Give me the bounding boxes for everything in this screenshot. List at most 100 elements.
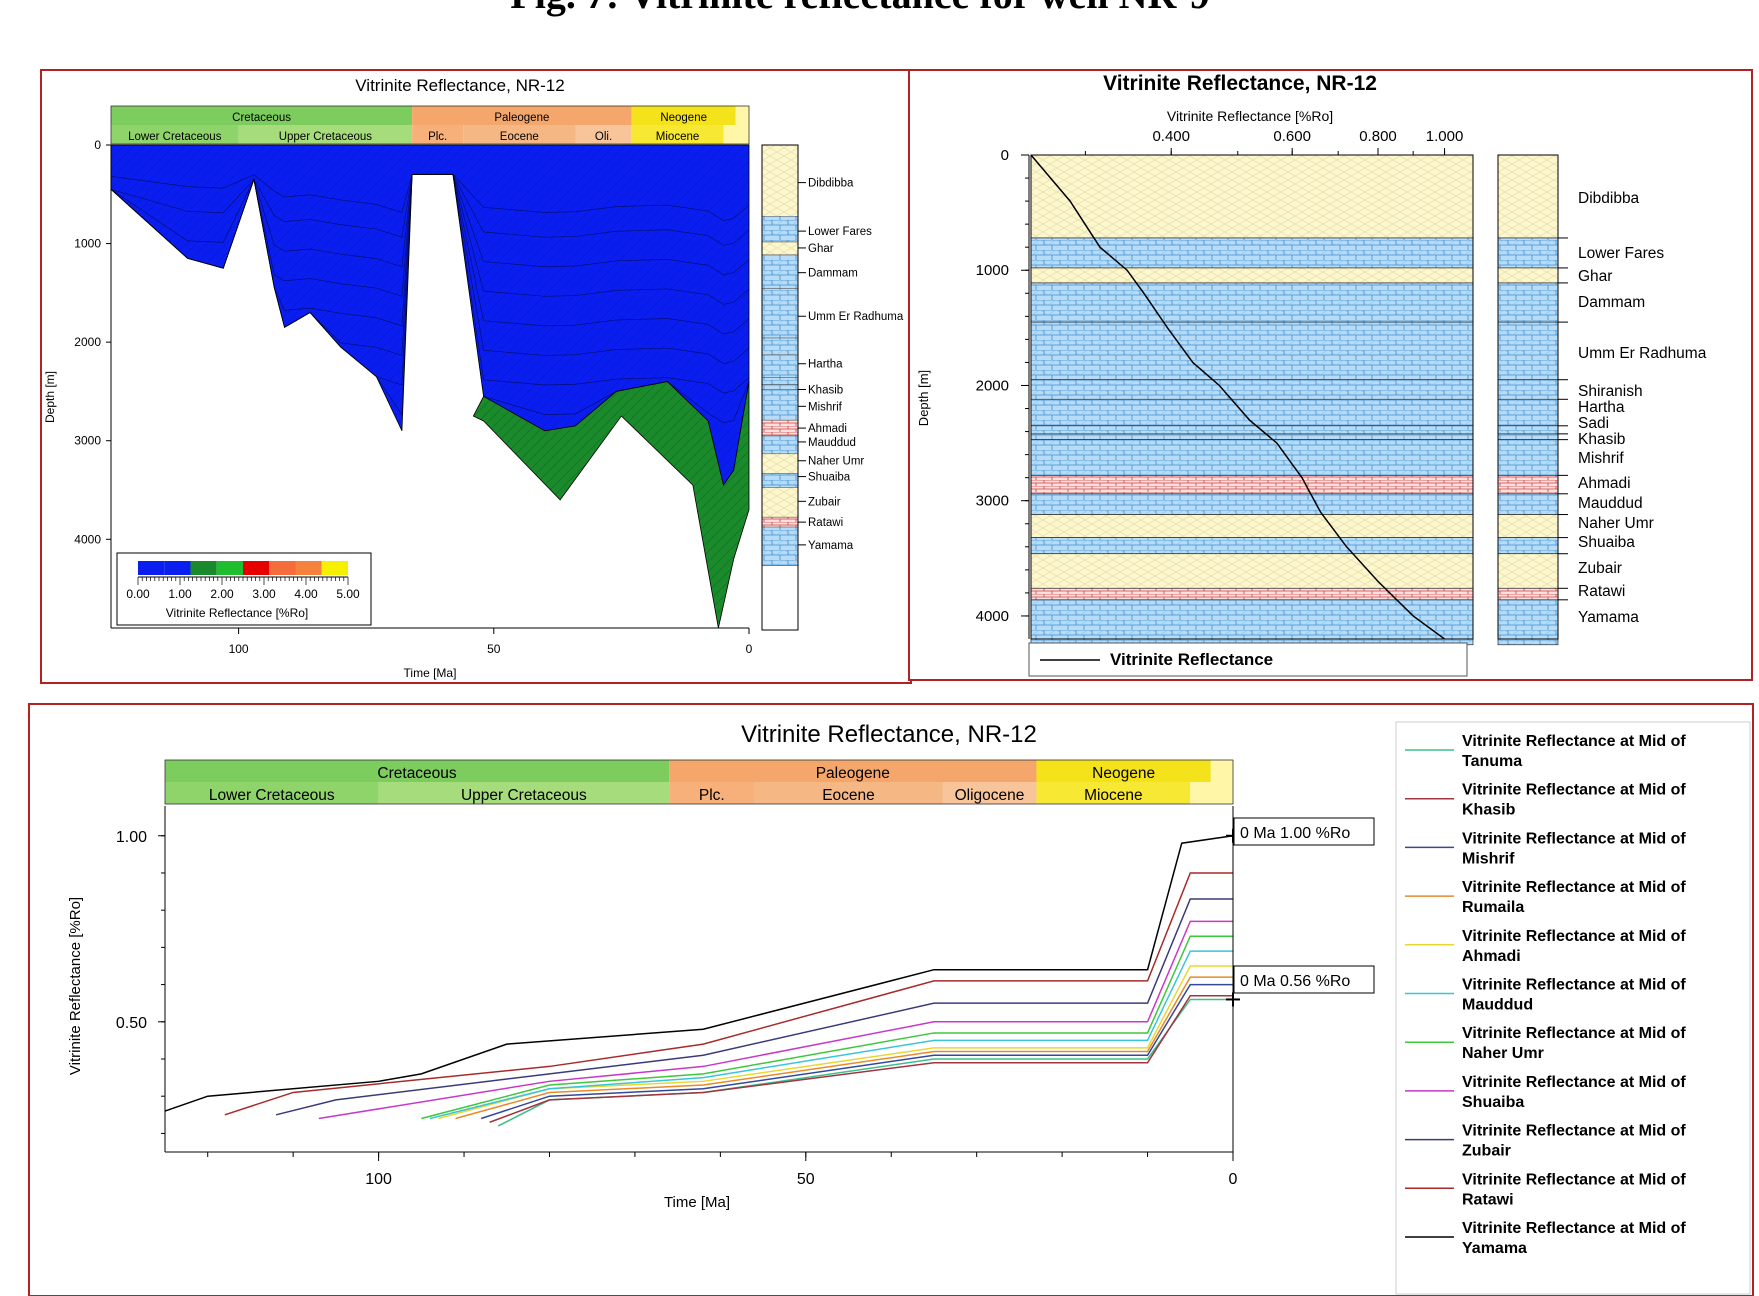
formation-interval	[761, 377, 799, 385]
panel-a-ylabel: Depth [m]	[43, 371, 57, 423]
column-interval	[1497, 379, 1559, 400]
formation-interval	[761, 526, 799, 566]
period-band	[735, 106, 749, 125]
formation-interval	[1030, 425, 1474, 435]
formation-interval	[761, 487, 799, 518]
period-label: Paleogene	[494, 112, 549, 124]
legend-label-formation: Zubair	[1462, 1143, 1511, 1160]
formation-label: Ahmadi	[808, 423, 847, 435]
formation-interval	[761, 384, 799, 390]
formation-interval	[761, 288, 799, 339]
period-band	[631, 106, 736, 125]
formation-interval	[761, 144, 799, 217]
colorbar-segment	[269, 561, 296, 575]
colorbar-tick-label: 0.00	[126, 587, 150, 601]
y-tick-label: 1000	[74, 237, 101, 251]
epoch-band	[754, 782, 943, 804]
epoch-band	[412, 125, 464, 144]
epoch-label: Oli.	[595, 131, 612, 143]
period-band	[1210, 760, 1233, 782]
panel-a-colorbar: 0.00 1.00 2.00 3.00 4.00 5.00 Vitrinite Refle…	[116, 552, 372, 626]
formation-interval	[761, 216, 799, 243]
formation-label: Mauddud	[1578, 495, 1643, 512]
formation-label: Naher Umr	[808, 456, 864, 468]
column-interval	[1497, 282, 1559, 323]
y-tick-label: 3000	[976, 493, 1009, 510]
layer-line	[110, 173, 750, 222]
panel-a: Vitrinite Reflectance, NR-12 Cretaceous P…	[40, 69, 912, 684]
panel-c-plot: 1.00 0.50 100 50 0	[116, 806, 1240, 1188]
formation-label: Hartha	[808, 359, 843, 371]
period-label: Neogene	[660, 112, 707, 124]
x-tick-label: 0.800	[1359, 128, 1397, 145]
epoch-band	[575, 125, 632, 144]
formation-label: Dibdibba	[808, 178, 854, 190]
panel-b-xlabel: Vitrinite Reflectance [%Ro]	[1167, 108, 1333, 124]
formation-interval	[761, 389, 799, 421]
legend-label: Vitrinite Reflectance at Mid of	[1462, 879, 1686, 896]
period-band	[412, 106, 632, 125]
y-tick-label: 4000	[976, 608, 1009, 625]
legend-label-formation: Mishrif	[1462, 850, 1515, 867]
period-label: Cretaceous	[232, 112, 291, 124]
epoch-label: Plc.	[428, 131, 447, 143]
epoch-band	[723, 125, 749, 144]
epoch-label: Miocene	[1084, 787, 1143, 804]
formation-label: Yamama	[808, 540, 854, 552]
epoch-label: Eocene	[500, 131, 539, 143]
column-interval	[1497, 398, 1559, 427]
formation-label: Sadi	[1578, 415, 1609, 432]
legend-label: Vitrinite Reflectance at Mid of	[1462, 1171, 1686, 1188]
formation-interval	[1030, 379, 1474, 400]
epoch-label: Lower Cretaceous	[209, 787, 335, 804]
column-interval	[1497, 599, 1559, 646]
annotation-bottom: 0 Ma 0.56 %Ro	[1233, 965, 1375, 994]
formation-label: Shuaiba	[808, 472, 851, 484]
panel-b-plot: 0.400 0.600 0.800 1.000 0 1000 2000 3000 4000 Dib…	[976, 128, 1707, 646]
legend-label-formation: Naher Umr	[1462, 1045, 1544, 1062]
column-outline	[761, 144, 799, 631]
layer-line	[110, 174, 750, 424]
formation-interval	[1030, 439, 1474, 476]
vr-series-line	[224, 872, 1233, 1116]
panel-b-legend: Vitrinite Reflectance	[1028, 642, 1468, 677]
vitrinite-reflectance-line	[1030, 154, 1446, 640]
epoch-band	[111, 125, 239, 144]
formation-interval	[761, 453, 799, 474]
timescale-outline	[164, 759, 1234, 805]
formation-label: Dibdibba	[1578, 190, 1640, 207]
formation-interval	[761, 337, 799, 356]
x-tick-label: 0.600	[1273, 128, 1311, 145]
period-band	[1036, 760, 1211, 782]
x-tick-label: 100	[365, 1171, 392, 1188]
legend-label-formation: Shuaiba	[1462, 1094, 1524, 1111]
formation-label: Khasib	[808, 384, 843, 396]
legend-label: Vitrinite Reflectance at Mid of	[1462, 830, 1686, 847]
formation-label: Naher Umr	[1578, 515, 1654, 532]
epoch-band	[238, 125, 413, 144]
legend-label: Vitrinite Reflectance at Mid of	[1462, 782, 1686, 799]
formation-interval	[1030, 475, 1474, 495]
formation-label: Hartha	[1578, 399, 1625, 416]
column-interval	[1497, 439, 1559, 476]
timescale-outline	[110, 105, 750, 145]
epoch-band	[165, 782, 379, 804]
formation-interval	[1030, 321, 1474, 381]
vr-series-line	[455, 976, 1233, 1120]
colorbar-tick-label: 4.00	[294, 587, 318, 601]
colorbar-label: Vitrinite Reflectance [%Ro]	[166, 606, 309, 620]
legend-label-formation: Rumaila	[1462, 899, 1524, 916]
period-band	[111, 106, 413, 125]
x-tick-label: 0.400	[1152, 128, 1190, 145]
legend-label: Vitrinite Reflectance at Mid of	[1462, 733, 1686, 750]
formation-label: Ghar	[808, 243, 834, 255]
formation-label: Mishrif	[1578, 450, 1624, 467]
epoch-label: Plc.	[699, 787, 725, 804]
colorbar-tick-label: 2.00	[210, 587, 234, 601]
period-band	[165, 760, 670, 782]
formation-interval	[1030, 514, 1474, 538]
formation-label: Shiranish	[1578, 383, 1643, 400]
legend-label: Vitrinite Reflectance at Mid of	[1462, 1025, 1686, 1042]
formation-label: Ratawi	[808, 517, 843, 529]
legend-label-formation: Khasib	[1462, 802, 1516, 819]
